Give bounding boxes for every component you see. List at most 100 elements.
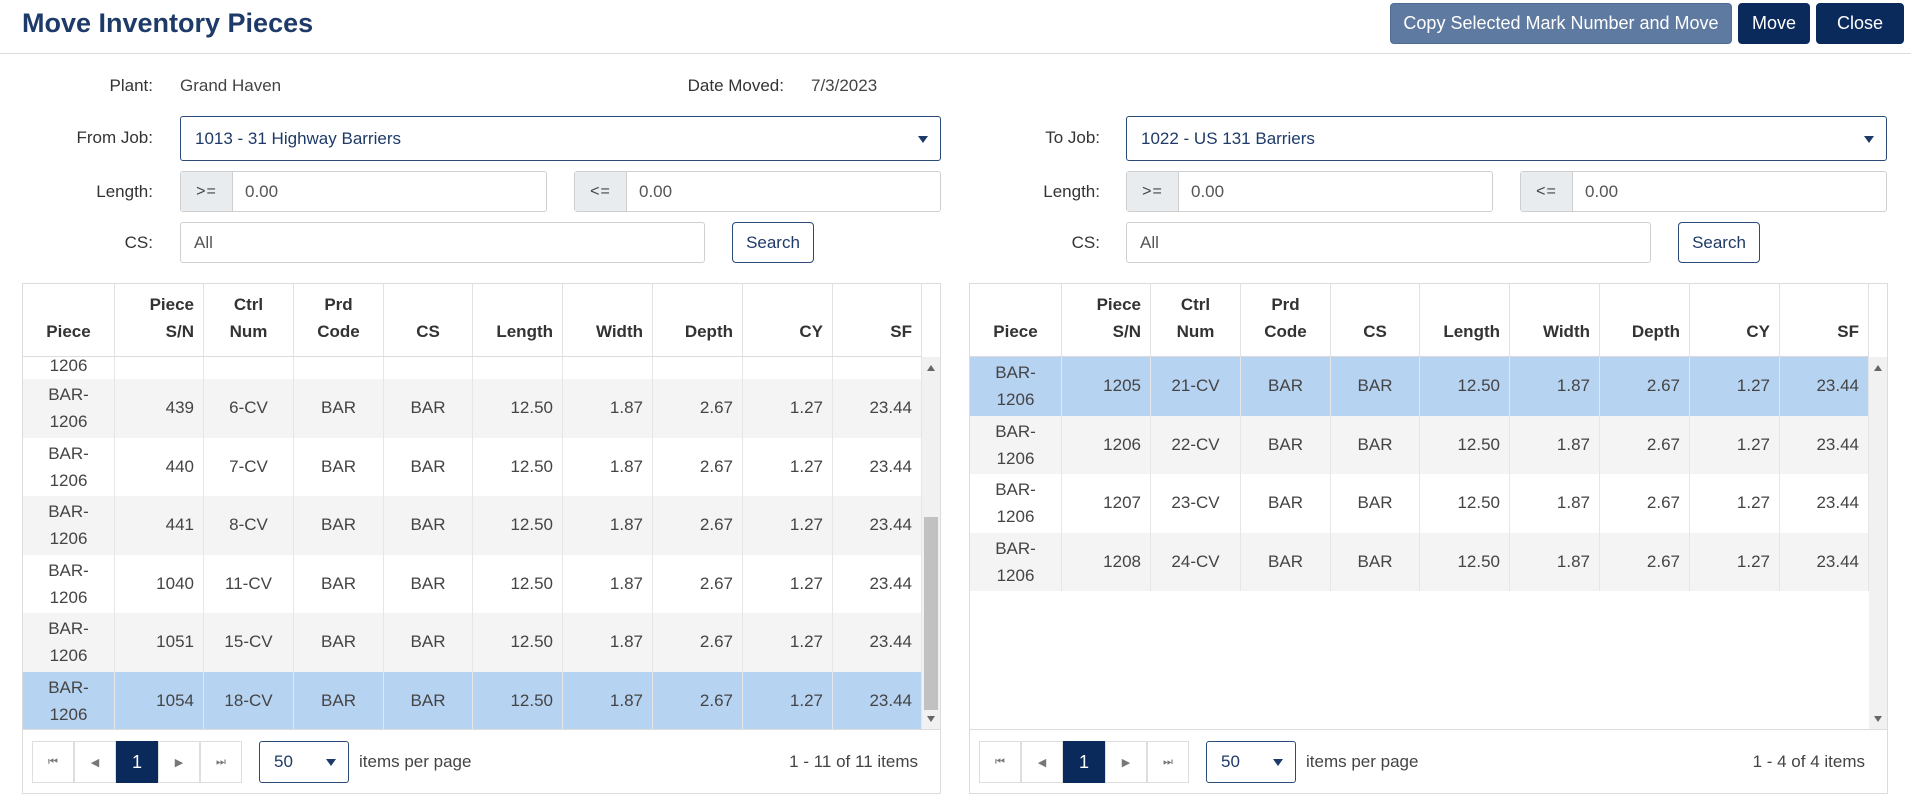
cell-ctrl: 22-CV: [1151, 415, 1241, 474]
prev-page-button[interactable]: ◀: [74, 741, 116, 783]
col-cy[interactable]: CY: [1690, 284, 1780, 356]
piece-number: 1206: [49, 412, 88, 432]
col-prd-code[interactable]: Prd Code: [1241, 284, 1331, 356]
cell-ctrl: 21-CV: [1151, 357, 1241, 416]
col-prd-code[interactable]: Prd Code: [294, 284, 384, 356]
cell-cy: 1.27: [743, 437, 833, 496]
table-row[interactable]: BAR- 1206 440 7-CV BAR BAR 12.50 1.87 2.6…: [23, 437, 922, 496]
to-length-label: Length:: [1043, 182, 1100, 201]
to-search-button[interactable]: Search: [1678, 222, 1760, 263]
cell-piece: BAR- 1206: [23, 496, 115, 555]
col-sf[interactable]: SF: [1780, 284, 1869, 356]
page-size-select[interactable]: 50: [259, 741, 349, 783]
next-page-button[interactable]: ▶: [158, 741, 200, 783]
col-length[interactable]: Length: [473, 284, 563, 356]
cell-ctrl: 6-CV: [204, 379, 294, 438]
cell-depth: 2.67: [1600, 357, 1690, 416]
col-piece[interactable]: Piece: [970, 284, 1062, 356]
scroll-up-icon[interactable]: [927, 365, 935, 371]
table-row[interactable]: BAR- 1206 1206 22-CV BAR BAR 12.50 1.87 2…: [970, 415, 1869, 474]
date-moved-value: 7/3/2023: [811, 76, 878, 95]
from-length-label: Length:: [96, 182, 153, 201]
first-page-button[interactable]: ⏮: [979, 741, 1021, 783]
move-button[interactable]: Move: [1738, 3, 1810, 44]
close-button[interactable]: Close: [1816, 3, 1904, 44]
to-cs-label: CS:: [1071, 233, 1100, 252]
col-length[interactable]: Length: [1420, 284, 1510, 356]
cell-depth: 2.67: [653, 554, 743, 613]
cell-piece: BAR- 1206: [23, 437, 115, 496]
next-page-icon: ▶: [1121, 756, 1131, 769]
scrollbar-thumb[interactable]: [924, 517, 938, 710]
prev-page-button[interactable]: ◀: [1021, 741, 1063, 783]
cell-cs: BAR: [1331, 474, 1420, 533]
col-piece-sn-line1: Piece: [149, 295, 194, 314]
col-ctrl-num[interactable]: Ctrl Num: [1151, 284, 1241, 356]
from-length-min-input[interactable]: [233, 172, 546, 211]
cell-sn: 439: [115, 379, 204, 438]
current-page-button[interactable]: 1: [1063, 741, 1105, 783]
col-prd-line2: Code: [1264, 322, 1307, 341]
current-page-button[interactable]: 1: [116, 741, 158, 783]
table-row-selected[interactable]: BAR- 1206 1205 21-CV BAR BAR 12.50 1.87 2…: [970, 357, 1869, 416]
cell-width: 1.87: [1510, 474, 1600, 533]
scroll-down-icon[interactable]: [1874, 716, 1882, 722]
cell-cy: 1.27: [1690, 474, 1780, 533]
copy-mark-number-and-move-button[interactable]: Copy Selected Mark Number and Move: [1390, 3, 1732, 44]
to-length-min-input[interactable]: [1179, 172, 1492, 211]
cell-cy: 1.27: [743, 671, 833, 730]
col-width[interactable]: Width: [1510, 284, 1600, 356]
last-page-icon: ⏭: [1163, 755, 1173, 768]
cell-depth: 2.67: [653, 379, 743, 438]
cell-depth: 2.67: [653, 496, 743, 555]
col-piece-sn[interactable]: Piece S/N: [115, 284, 204, 356]
next-page-button[interactable]: ▶: [1105, 741, 1147, 783]
cell-cs: BAR: [1331, 357, 1420, 416]
from-cs-input[interactable]: [180, 222, 705, 263]
cell-cy: 1.27: [1690, 357, 1780, 416]
page-size-select[interactable]: 50: [1206, 741, 1296, 783]
col-ctrl-num[interactable]: Ctrl Num: [204, 284, 294, 356]
from-job-label: From Job:: [76, 128, 153, 147]
scroll-down-icon[interactable]: [927, 716, 935, 722]
to-length-max-input[interactable]: [1573, 172, 1886, 211]
last-page-button[interactable]: ⏭: [1147, 741, 1189, 783]
cell-piece: 1206: [23, 357, 115, 379]
cell-depth: 2.67: [1600, 474, 1690, 533]
to-job-select[interactable]: 1022 - US 131 Barriers: [1126, 116, 1887, 161]
cell-length: 12.50: [1420, 357, 1510, 416]
gte-prefix: >=: [1127, 172, 1179, 211]
col-depth[interactable]: Depth: [1600, 284, 1690, 356]
first-page-button[interactable]: ⏮: [32, 741, 74, 783]
col-sf[interactable]: SF: [833, 284, 922, 356]
col-width[interactable]: Width: [563, 284, 653, 356]
col-cs[interactable]: CS: [384, 284, 473, 356]
table-row[interactable]: BAR- 1206 1208 24-CV BAR BAR 12.50 1.87 2…: [970, 532, 1869, 591]
to-job-label: To Job:: [1045, 128, 1100, 147]
table-row[interactable]: BAR- 1206 441 8-CV BAR BAR 12.50 1.87 2.6…: [23, 496, 922, 555]
table-row-selected[interactable]: BAR- 1206 1054 18-CV BAR BAR 12.50 1.87 2…: [23, 671, 922, 730]
from-search-button[interactable]: Search: [732, 222, 814, 263]
to-cs-input[interactable]: [1126, 222, 1651, 263]
table-row[interactable]: BAR- 1206 439 6-CV BAR BAR 12.50 1.87 2.6…: [23, 379, 922, 438]
table-row[interactable]: BAR- 1206 1051 15-CV BAR BAR 12.50 1.87 2…: [23, 613, 922, 672]
to-length-max-field: <=: [1520, 171, 1887, 212]
col-cs[interactable]: CS: [1331, 284, 1420, 356]
from-length-min-field: >=: [180, 171, 547, 212]
col-cy[interactable]: CY: [743, 284, 833, 356]
piece-prefix: BAR-: [48, 677, 89, 697]
table-row[interactable]: BAR- 1206 1207 23-CV BAR BAR 12.50 1.87 2…: [970, 474, 1869, 533]
scroll-up-icon[interactable]: [1874, 365, 1882, 371]
table-row[interactable]: 1206: [23, 357, 922, 379]
piece-prefix: BAR-: [995, 480, 1036, 500]
items-per-page-label: items per page: [1306, 752, 1419, 771]
table-row[interactable]: BAR- 1206 1040 11-CV BAR BAR 12.50 1.87 2…: [23, 554, 922, 613]
vertical-scrollbar[interactable]: [922, 357, 940, 730]
last-page-button[interactable]: ⏭: [200, 741, 242, 783]
from-job-select[interactable]: 1013 - 31 Highway Barriers: [180, 116, 941, 161]
col-piece-sn[interactable]: Piece S/N: [1062, 284, 1151, 356]
from-length-max-input[interactable]: [627, 172, 940, 211]
col-piece[interactable]: Piece: [23, 284, 115, 356]
col-depth[interactable]: Depth: [653, 284, 743, 356]
vertical-scrollbar[interactable]: [1869, 357, 1887, 730]
